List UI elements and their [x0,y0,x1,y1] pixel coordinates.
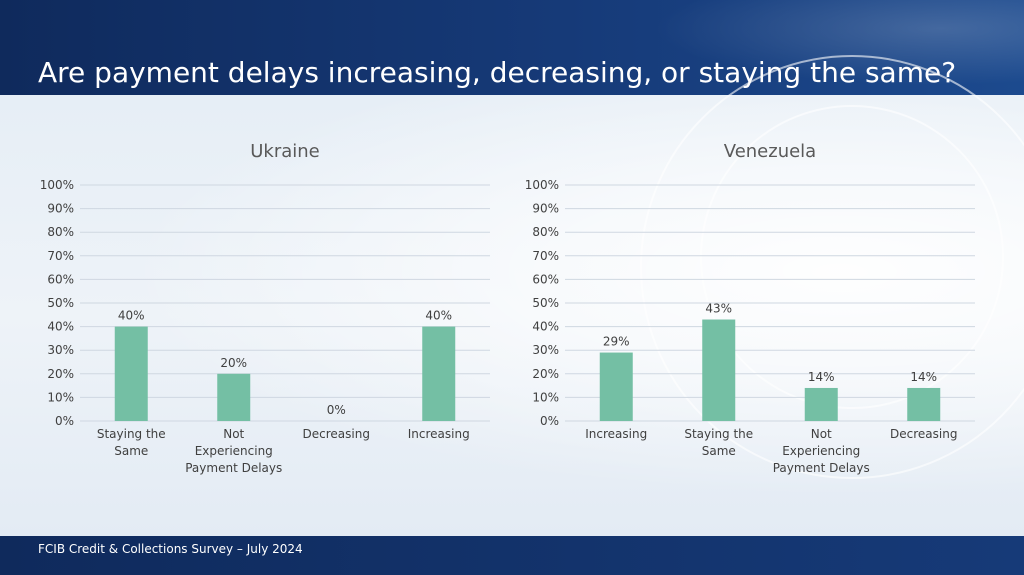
y-tick-label: 20% [532,367,559,381]
bar [804,387,838,421]
data-label: 14% [808,370,835,384]
y-tick-label: 70% [47,249,74,263]
y-tick-label: 100% [525,178,559,192]
chart-title: Venezuela [724,141,816,162]
bar [702,319,736,421]
bar [599,352,633,421]
y-tick-label: 90% [532,202,559,216]
chart-title: Ukraine [250,141,320,162]
y-tick-label: 10% [532,390,559,404]
x-tick-label: Increasing [585,427,647,441]
y-tick-label: 30% [47,343,74,357]
x-tick-label: Not Experiencing Payment Delays [773,427,870,475]
data-label: 43% [705,302,732,316]
x-tick-label: Decreasing [890,427,957,441]
data-label: 40% [118,309,145,323]
bar [114,326,148,421]
x-tick-label: Staying the Same [684,427,753,458]
y-tick-label: 30% [532,343,559,357]
y-tick-label: 90% [47,202,74,216]
y-tick-label: 0% [540,414,559,428]
y-tick-label: 40% [47,320,74,334]
bar [907,387,941,421]
x-tick-label: Decreasing [303,427,370,441]
footer-text: FCIB Credit & Collections Survey – July … [38,542,303,556]
y-tick-label: 0% [55,414,74,428]
slide-content: Ukraine 0% 10% 20% 30% 40% 50% 60% 70% 80% 90% 100%… [0,55,1024,536]
data-label: 0% [327,403,346,417]
header-bar: Are payment delays increasing, decreasin… [0,0,1024,95]
y-tick-label: 80% [47,225,74,239]
data-label: 29% [603,335,630,349]
globe-decoration [640,55,1024,479]
x-tick-label: Staying the Same [97,427,166,458]
y-tick-label: 70% [532,249,559,263]
chart-venezuela: Venezuela 0% 10% 20% 30% 40% 50% 60% 70% 80% 90% 10… [525,141,975,475]
y-tick-label: 100% [40,178,74,192]
x-tick-label: Not Experiencing Payment Delays [185,427,282,475]
bar [217,373,251,421]
bar [422,326,456,421]
x-tick-label: Increasing [408,427,470,441]
y-tick-label: 50% [47,296,74,310]
y-tick-label: 40% [532,320,559,334]
data-label: 20% [220,356,247,370]
y-tick-label: 60% [532,272,559,286]
footer-bar: FCIB Credit & Collections Survey – July … [0,536,1024,575]
data-label: 40% [425,309,452,323]
y-tick-label: 20% [47,367,74,381]
y-tick-label: 60% [47,272,74,286]
y-tick-label: 50% [532,296,559,310]
globe-decoration-inner [700,105,1004,409]
y-tick-label: 80% [532,225,559,239]
y-tick-label: 10% [47,390,74,404]
chart-ukraine: Ukraine 0% 10% 20% 30% 40% 50% 60% 70% 80% 90% 100%… [40,141,490,475]
data-label: 14% [910,370,937,384]
